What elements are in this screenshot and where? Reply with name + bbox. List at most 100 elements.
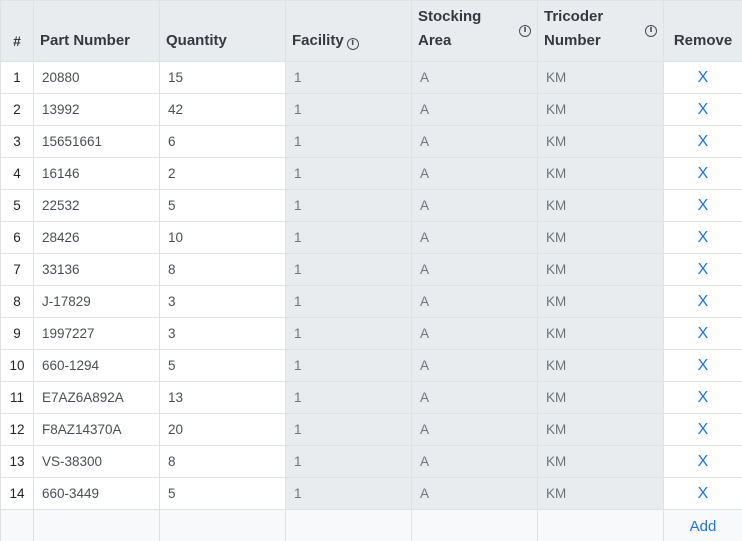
tricoder-number-cell: KM [537,221,664,254]
part-number-input[interactable]: 660-3449 [33,477,160,510]
remove-row-button[interactable]: X [697,164,709,182]
tricoder-number-cell: KM [537,477,664,510]
quantity-input[interactable]: 2 [159,157,286,190]
tricoder-number-cell: KM [537,93,664,126]
remove-cell: X [663,445,742,478]
stocking-area-cell: A [411,221,538,254]
table-body: 1 20880 15 1 A KM X 2 13992 42 1 A KM X … [0,61,742,541]
tricoder-number-info-icon[interactable]: i [645,25,657,37]
row-number: 13 [0,445,34,478]
column-header-facility: Facility i [285,0,412,62]
remove-cell: X [663,477,742,510]
stocking-area-cell: A [411,157,538,190]
remove-row-button[interactable]: X [697,132,709,150]
column-header-part-number: Part Number [33,0,160,62]
column-header-tricoder-number: Tricoder Number i [537,0,664,62]
remove-row-button[interactable]: X [697,196,709,214]
table-row: 1 20880 15 1 A KM X [0,61,742,94]
row-number: 8 [0,285,34,318]
facility-cell: 1 [285,477,412,510]
remove-row-button[interactable]: X [697,292,709,310]
table-row: 2 13992 42 1 A KM X [0,93,742,126]
part-number-input[interactable]: 28426 [33,221,160,254]
table-row: 8 J-17829 3 1 A KM X [0,285,742,318]
remove-cell: X [663,93,742,126]
quantity-input[interactable]: 13 [159,381,286,414]
quantity-input[interactable]: 5 [159,349,286,382]
part-number-input[interactable]: 15651661 [33,125,160,158]
remove-cell: X [663,221,742,254]
add-row-button[interactable]: Add [689,517,717,535]
row-number: 3 [0,125,34,158]
part-number-input[interactable]: J-17829 [33,285,160,318]
row-number: 14 [0,477,34,510]
quantity-input[interactable]: 5 [159,189,286,222]
row-number: 7 [0,253,34,286]
remove-row-button[interactable]: X [697,100,709,118]
table-row: 11 E7AZ6A892A 13 1 A KM X [0,381,742,414]
part-number-input[interactable]: 660-1294 [33,349,160,382]
stocking-area-cell: A [411,445,538,478]
quantity-input[interactable]: 10 [159,221,286,254]
row-number: 2 [0,93,34,126]
part-number-input[interactable]: 16146 [33,157,160,190]
remove-cell: X [663,125,742,158]
quantity-input[interactable]: 3 [159,317,286,350]
tricoder-number-cell: KM [537,61,664,94]
quantity-input[interactable]: 5 [159,477,286,510]
quantity-input[interactable]: 8 [159,445,286,478]
remove-row-button[interactable]: X [697,388,709,406]
remove-row-button[interactable]: X [697,356,709,374]
quantity-input[interactable]: 6 [159,125,286,158]
table-row: 12 F8AZ14370A 20 1 A KM X [0,413,742,446]
column-header-part-number-label: Part Number [40,32,131,49]
part-number-input[interactable]: E7AZ6A892A [33,381,160,414]
quantity-input[interactable]: 15 [159,61,286,94]
column-header-tricoder-number-label-line2: Number [544,32,601,49]
add-row-empty-cell [537,509,664,541]
remove-row-button[interactable]: X [697,228,709,246]
facility-info-icon[interactable]: i [346,38,359,50]
facility-cell: 1 [285,221,412,254]
table-row: 14 660-3449 5 1 A KM X [0,477,742,510]
row-number: 6 [0,221,34,254]
row-number: 10 [0,349,34,382]
quantity-input[interactable]: 42 [159,93,286,126]
remove-row-button[interactable]: X [697,484,709,502]
remove-row-button[interactable]: X [697,420,709,438]
part-number-input[interactable]: VS-38300 [33,445,160,478]
column-header-stocking-area-label-line1: Stocking [418,8,482,25]
add-row-empty-cell [411,509,538,541]
remove-row-button[interactable]: X [697,260,709,278]
add-row-empty-cell [33,509,160,541]
tricoder-number-cell: KM [537,381,664,414]
tricoder-number-cell: KM [537,413,664,446]
part-number-input[interactable]: 13992 [33,93,160,126]
quantity-input[interactable]: 20 [159,413,286,446]
table-row: 13 VS-38300 8 1 A KM X [0,445,742,478]
quantity-input[interactable]: 3 [159,285,286,318]
facility-cell: 1 [285,413,412,446]
stocking-area-cell: A [411,61,538,94]
remove-row-button[interactable]: X [697,68,709,86]
part-number-input[interactable]: F8AZ14370A [33,413,160,446]
remove-cell: X [663,381,742,414]
remove-row-button[interactable]: X [697,452,709,470]
part-number-input[interactable]: 20880 [33,61,160,94]
stocking-area-info-icon[interactable]: i [519,25,531,37]
remove-row-button[interactable]: X [697,324,709,342]
part-number-input[interactable]: 33136 [33,253,160,286]
tricoder-number-cell: KM [537,157,664,190]
facility-cell: 1 [285,125,412,158]
table-row: 10 660-1294 5 1 A KM X [0,349,742,382]
column-header-remove: Remove [663,0,742,62]
part-number-input[interactable]: 22532 [33,189,160,222]
part-number-input[interactable]: 1997227 [33,317,160,350]
quantity-input[interactable]: 8 [159,253,286,286]
tricoder-number-cell: KM [537,445,664,478]
tricoder-number-cell: KM [537,253,664,286]
tricoder-number-cell: KM [537,317,664,350]
add-row: Add [0,509,742,541]
column-header-number-label: # [13,33,21,49]
